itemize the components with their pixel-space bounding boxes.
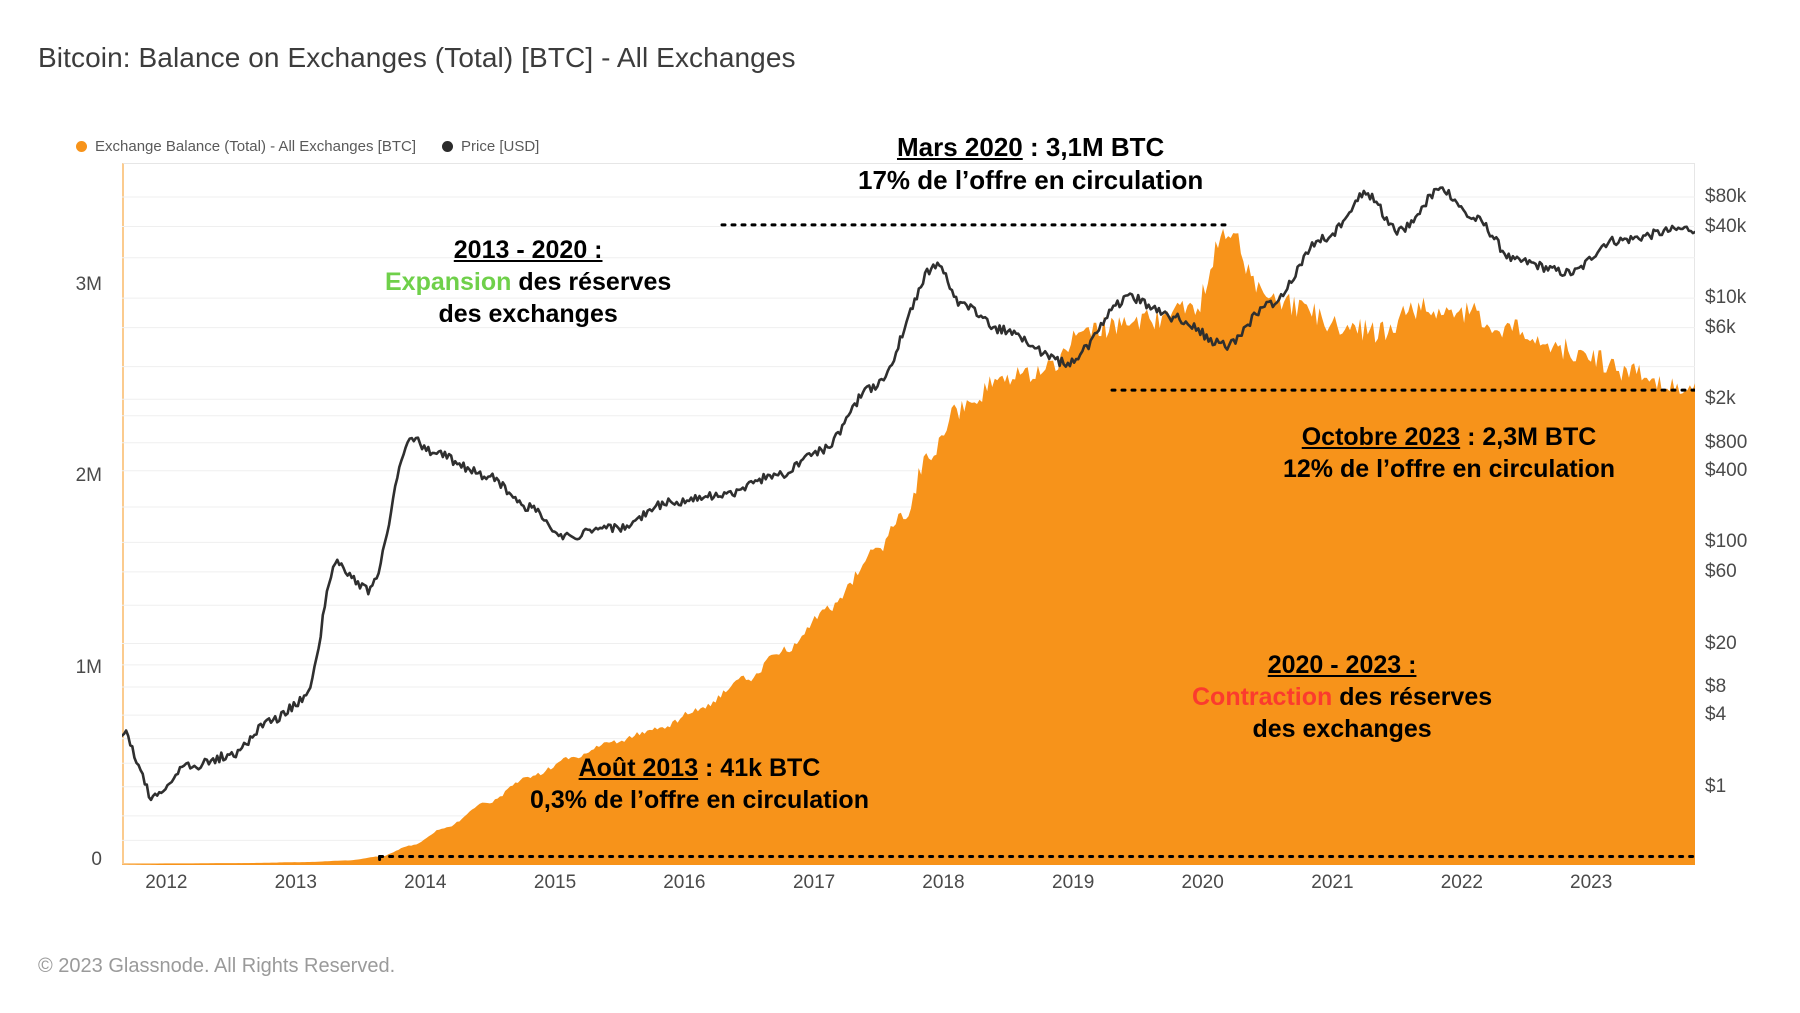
annotation-contraction-line1: 2020 - 2023 :	[1267, 651, 1417, 679]
y-right-tick: $10k	[1705, 287, 1747, 309]
x-axis-tick: 2013	[274, 872, 317, 893]
y-right-tick: $800	[1705, 431, 1748, 453]
chart-legend: Exchange Balance (Total) - All Exchanges…	[76, 138, 539, 155]
x-axis-tick: 2021	[1311, 872, 1354, 893]
x-axis-tick: 2019	[1052, 872, 1095, 893]
annotation-expansion-line2: Expansion des réserves	[385, 268, 672, 296]
annotation-leader-lines	[378, 223, 1695, 865]
black-dot-icon	[442, 141, 453, 152]
y-left-tick: 0	[91, 848, 102, 870]
legend-label-price: Price [USD]	[461, 138, 540, 155]
y-right-tick: $60	[1705, 560, 1737, 582]
y-right-tick: $8	[1705, 676, 1727, 698]
annotation-mars-2020-line1: Mars 2020 : 3,1M BTC	[896, 132, 1165, 162]
chart-canvas	[122, 186, 1695, 865]
x-axis-tick: 2020	[1181, 872, 1224, 893]
y-right-tick: $40k	[1705, 215, 1747, 237]
y-left-tick: 3M	[75, 273, 102, 295]
legend-item-balance[interactable]: Exchange Balance (Total) - All Exchanges…	[76, 138, 416, 155]
orange-dot-icon	[76, 141, 87, 152]
y-right-tick: $100	[1705, 531, 1748, 553]
x-axis-tick: 2015	[533, 872, 577, 893]
y-right-tick: $400	[1705, 459, 1748, 481]
price-line	[122, 186, 1695, 802]
x-axis-tick: 2012	[145, 872, 188, 893]
annotation-octobre-2023-line2: 12% de l’offre en circulation	[1283, 455, 1616, 483]
plot-area[interactable]	[122, 163, 1695, 865]
annotation-aout-2013: Août 2013 : 41k BTC 0,3% de l’offre en c…	[530, 752, 869, 816]
annotation-aout-2013-line1: Août 2013 : 41k BTC	[578, 754, 821, 782]
annotation-contraction: 2020 - 2023 : Contraction des réserves d…	[1192, 649, 1492, 745]
y-axis-left: 3M 2M 1M 0	[0, 163, 112, 870]
y-right-tick: $2k	[1705, 388, 1736, 410]
y-axis-right: $80k $40k $10k $6k $2k $800 $400 $100 $60 $20 $8 $4…	[1705, 163, 1800, 865]
y-right-tick: $4	[1705, 704, 1727, 726]
x-axis-tick: 2014	[404, 872, 447, 893]
annotation-expansion: 2013 - 2020 : Expansion des réserves des…	[385, 234, 671, 330]
x-axis-tick: 2017	[792, 872, 836, 893]
y-right-tick: $6k	[1705, 316, 1736, 338]
annotation-mars-2020-line2: 17% de l’offre en circulation	[858, 165, 1204, 196]
y-right-tick: $20	[1705, 632, 1737, 654]
exchange-balance-area	[122, 228, 1695, 865]
x-axis-tick: 2016	[663, 872, 706, 893]
page-title: Bitcoin: Balance on Exchanges (Total) [B…	[38, 42, 796, 73]
y-left-tick: 1M	[75, 657, 102, 679]
copyright-footer: © 2023 Glassnode. All Rights Reserved.	[38, 955, 396, 977]
x-axis-tick: 2023	[1570, 872, 1613, 893]
y-right-tick: $80k	[1705, 186, 1747, 208]
x-axis-tick: 2022	[1440, 872, 1484, 893]
annotation-expansion-line1: 2013 - 2020 :	[453, 236, 603, 264]
y-right-tick: $1	[1705, 775, 1727, 797]
legend-item-price[interactable]: Price [USD]	[442, 138, 539, 155]
y-left-tick: 2M	[75, 465, 102, 487]
legend-label-balance: Exchange Balance (Total) - All Exchanges…	[95, 138, 416, 155]
annotation-octobre-2023: Octobre 2023 : 2,3M BTC 12% de l’offre e…	[1283, 421, 1615, 485]
annotation-aout-2013-line2: 0,3% de l’offre en circulation	[530, 786, 869, 814]
annotation-mars-2020: Mars 2020 : 3,1M BTC 17% de l’offre en c…	[858, 131, 1203, 198]
x-axis: 2012 2013 2014 2015 2016 2017 2018 2019 2020 2021…	[122, 872, 1695, 912]
annotation-contraction-line2: Contraction des réserves	[1192, 683, 1493, 711]
annotation-octobre-2023-line1: Octobre 2023 : 2,3M BTC	[1301, 423, 1597, 451]
annotation-contraction-line3: des exchanges	[1252, 715, 1432, 743]
x-axis-tick: 2018	[922, 872, 965, 893]
annotation-expansion-line3: des exchanges	[438, 300, 618, 328]
